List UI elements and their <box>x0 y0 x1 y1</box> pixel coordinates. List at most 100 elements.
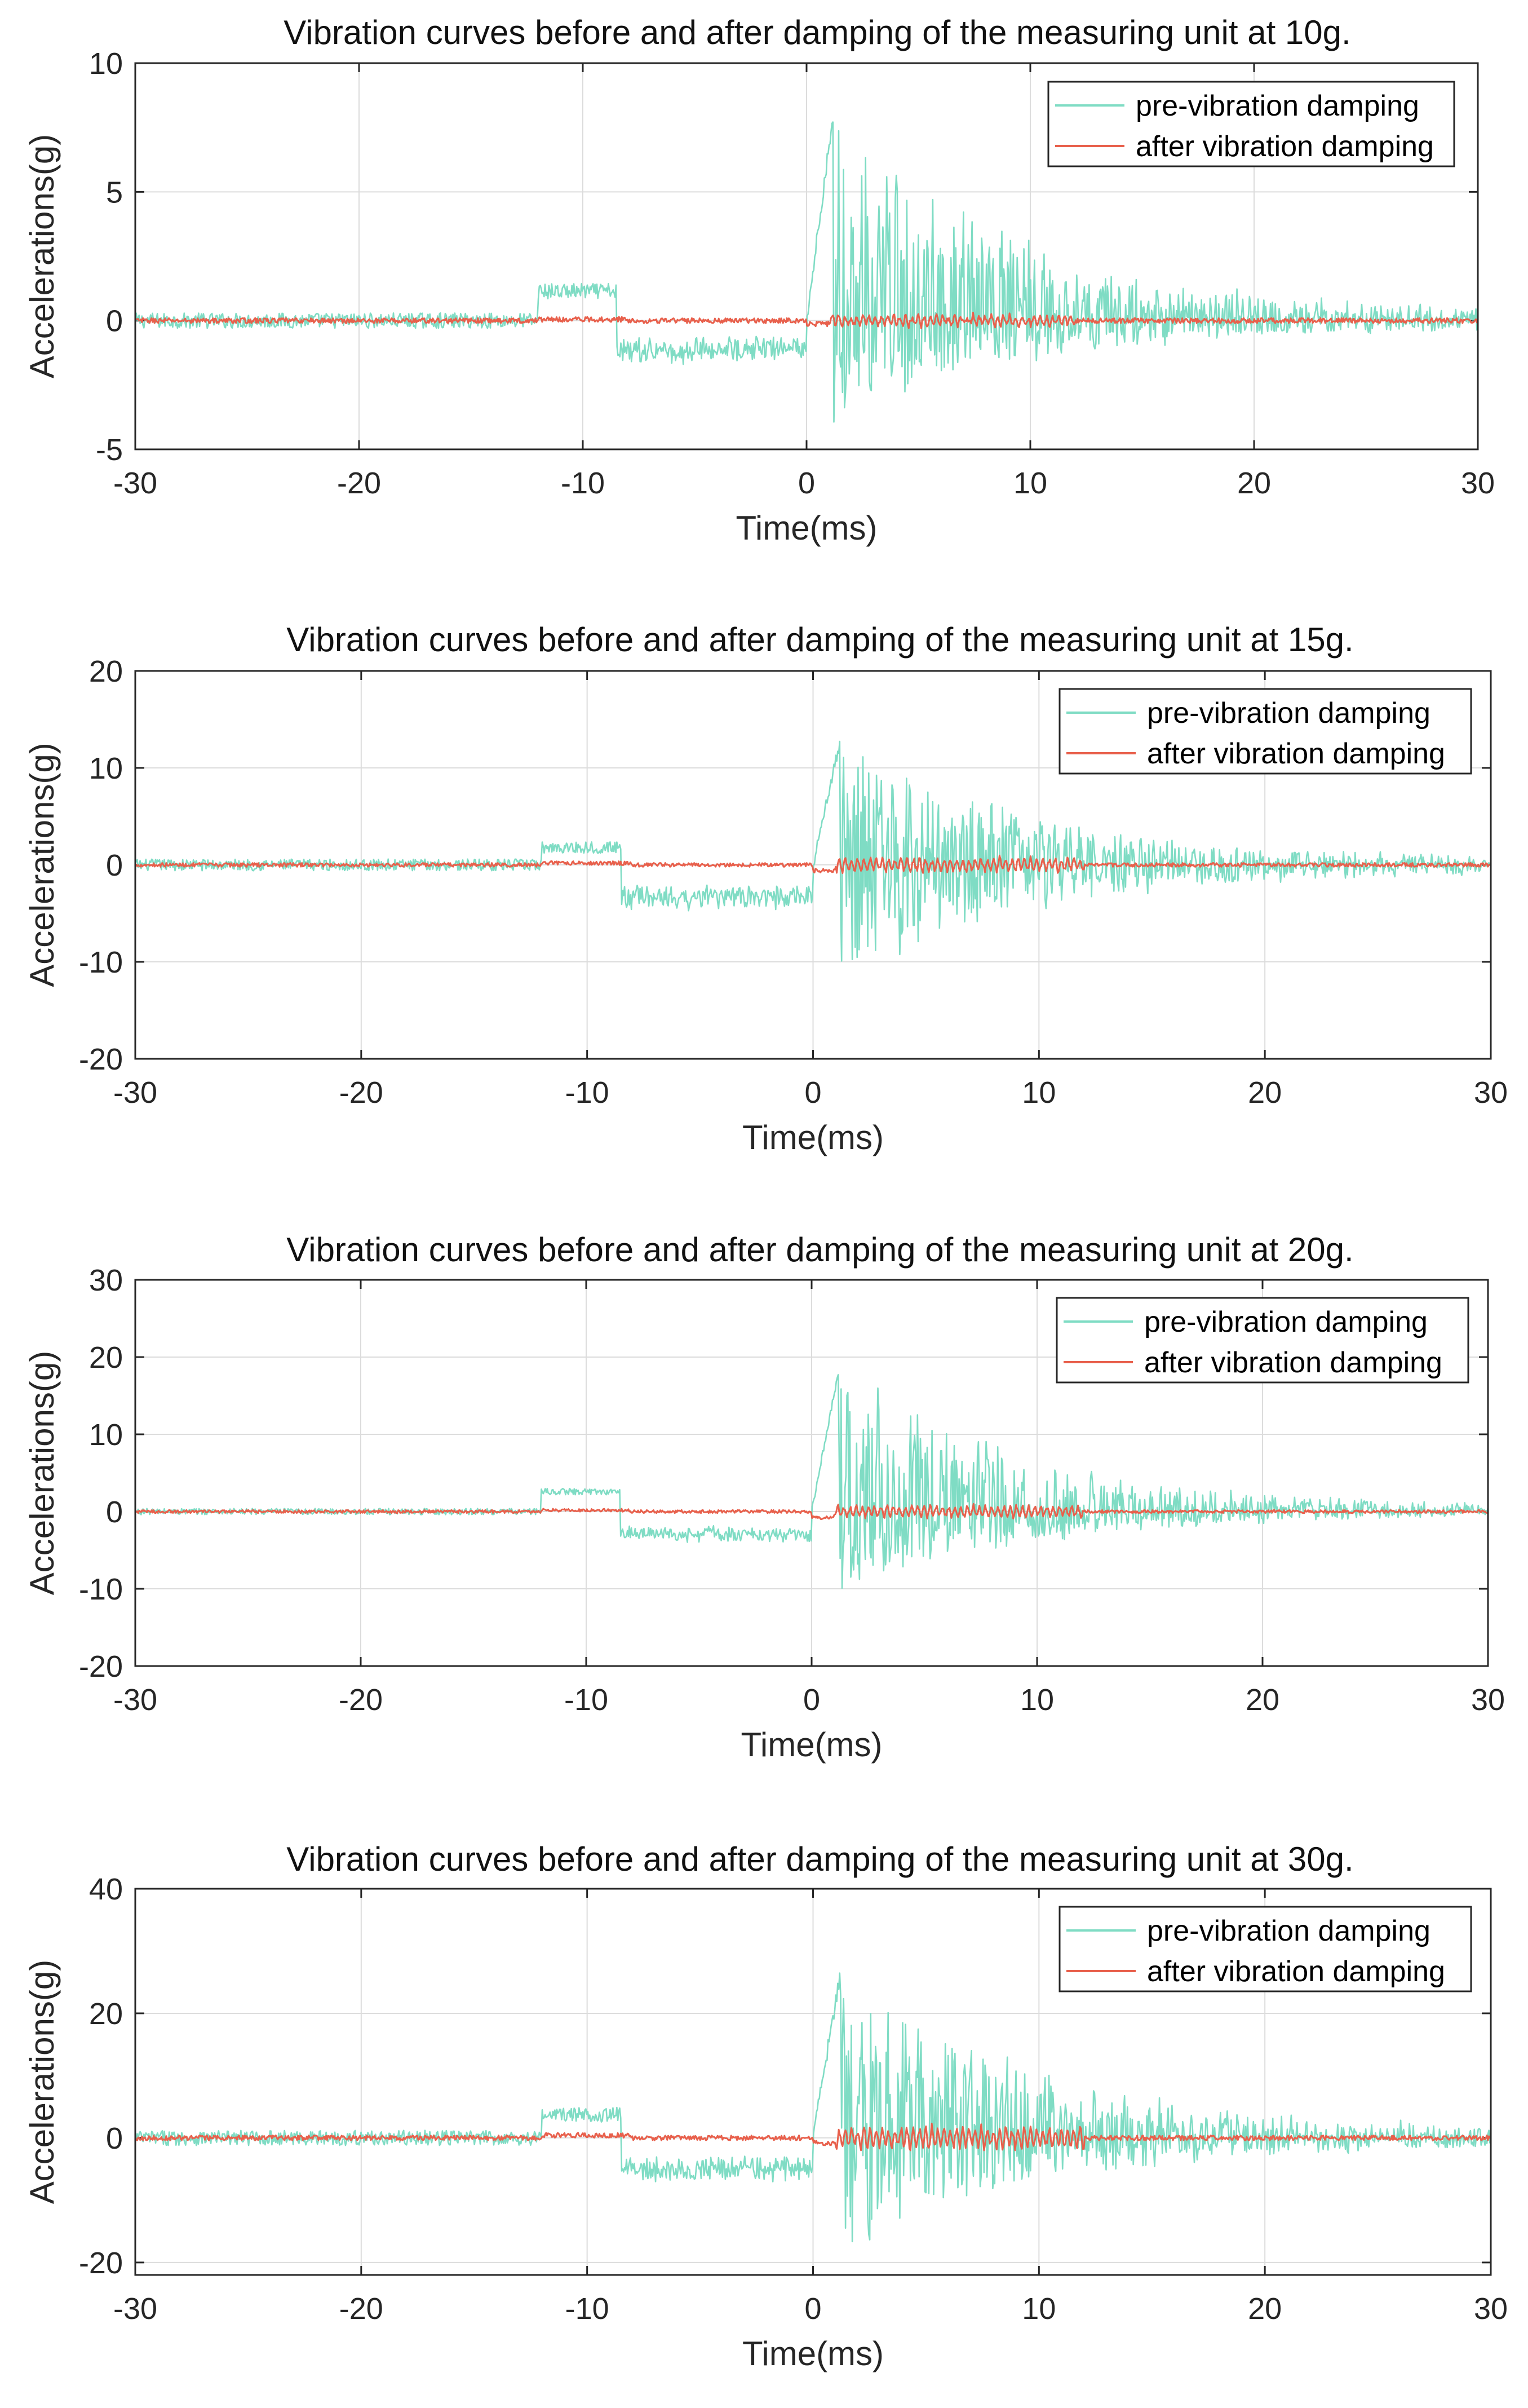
y-tick-label: 0 <box>106 849 123 882</box>
series-lines <box>134 121 1479 423</box>
y-tick-label: -20 <box>79 2246 123 2280</box>
y-tick-label: 10 <box>89 47 123 81</box>
x-tick-label: 20 <box>1248 1076 1282 1110</box>
y-axis-label: Accelerations(g) <box>23 134 61 379</box>
x-tick-label: 20 <box>1237 466 1271 500</box>
x-tick-label: 10 <box>1022 1076 1056 1110</box>
plot-frame <box>134 1279 1489 1667</box>
legend-box <box>1058 1906 1472 1992</box>
x-tick-label: 30 <box>1474 1076 1508 1110</box>
x-tick-label: -10 <box>565 2292 609 2326</box>
legend-label-pre: pre-vibration damping <box>1136 90 1419 122</box>
x-tick-label: -30 <box>113 2292 157 2326</box>
x-tick-labels: -30 -20 -10 0 10 20 30 <box>113 1076 1508 1110</box>
y-tick-label: 20 <box>89 655 123 688</box>
x-tick-label: -20 <box>339 2292 383 2326</box>
x-tick-label: 10 <box>1013 466 1047 500</box>
series-after-vibration-line <box>135 854 1491 874</box>
y-tick-label: 10 <box>89 1418 123 1452</box>
panel-15g: Vibration curves before and after dampin… <box>23 621 1508 1156</box>
x-tick-label: 0 <box>798 466 815 500</box>
plot-frame <box>134 62 1479 450</box>
legend-box <box>1058 688 1472 775</box>
x-tick-label: -10 <box>561 466 605 500</box>
x-tick-label: -20 <box>339 1683 383 1717</box>
y-tick-label: -10 <box>79 1572 123 1606</box>
y-tick-label: 10 <box>89 752 123 785</box>
legend-label-after: after vibration damping <box>1136 130 1434 163</box>
x-tick-label: -20 <box>337 466 381 500</box>
panel-10g: Vibration curves before and after dampin… <box>23 14 1495 547</box>
legend: pre-vibration damping after vibration da… <box>1056 1297 1469 1384</box>
y-axis-label: Accelerations(g) <box>23 1960 61 2204</box>
series-after-vibration-line <box>134 2122 1492 2151</box>
x-tick-label: -30 <box>113 466 157 500</box>
legend-label-pre: pre-vibration damping <box>1144 1306 1428 1338</box>
y-tick-labels: -20 -10 0 10 20 30 <box>79 1263 123 1684</box>
x-tick-label: 30 <box>1471 1683 1505 1717</box>
x-tick-label: 20 <box>1248 2292 1282 2326</box>
x-tick-labels: -30 -20 -10 0 10 20 30 <box>113 466 1495 500</box>
series-lines <box>134 1374 1489 1589</box>
series-pre-vibration-line <box>134 740 1491 962</box>
y-tick-label: -5 <box>96 433 123 467</box>
y-tick-label: -20 <box>79 1042 123 1076</box>
legend-label-after: after vibration damping <box>1147 737 1445 770</box>
x-tick-label: 0 <box>804 2292 821 2326</box>
series-lines <box>134 740 1491 962</box>
series-after-vibration-line <box>135 311 1479 329</box>
plot-frame <box>134 670 1492 1060</box>
chart-title: Vibration curves before and after dampin… <box>284 14 1350 51</box>
y-tick-label: 0 <box>106 1495 123 1529</box>
series-after-vibration-line <box>134 1503 1489 1521</box>
legend: pre-vibration damping after vibration da… <box>1058 1906 1472 1992</box>
series-lines <box>134 1972 1492 2243</box>
legend-box <box>1047 81 1455 167</box>
x-tick-label: 10 <box>1020 1683 1054 1717</box>
x-tick-label: 10 <box>1022 2292 1056 2326</box>
y-tick-label: 5 <box>106 175 123 209</box>
y-tick-label: 20 <box>89 1997 123 2031</box>
x-axis-label: Time(ms) <box>742 1119 884 1156</box>
y-tick-label: 30 <box>89 1263 123 1297</box>
x-axis-label: Time(ms) <box>736 509 877 547</box>
x-tick-label: 30 <box>1474 2292 1508 2326</box>
y-tick-label: -10 <box>79 945 123 979</box>
legend: pre-vibration damping after vibration da… <box>1058 688 1472 775</box>
y-tick-label: 40 <box>89 1872 123 1906</box>
x-tick-label: -10 <box>564 1683 608 1717</box>
y-tick-label: -20 <box>79 1650 123 1684</box>
y-axis-label: Accelerations(g) <box>23 743 61 987</box>
x-tick-labels: -30 -20 -10 0 10 20 30 <box>113 2292 1508 2326</box>
legend-label-pre: pre-vibration damping <box>1147 697 1430 730</box>
series-pre-vibration-line <box>134 121 1479 423</box>
x-tick-label: -20 <box>339 1076 383 1110</box>
legend: pre-vibration damping after vibration da… <box>1047 81 1455 167</box>
x-tick-labels: -30 -20 -10 0 10 20 30 <box>113 1683 1505 1717</box>
y-tick-label: 0 <box>106 2122 123 2155</box>
y-tick-label: 0 <box>106 304 123 338</box>
y-tick-labels: -5 0 5 10 <box>89 47 123 467</box>
y-tick-labels: -20 0 20 40 <box>79 1872 123 2280</box>
y-axis-label: Accelerations(g) <box>23 1351 61 1596</box>
chart-title: Vibration curves before and after dampin… <box>286 621 1353 659</box>
x-axis-label: Time(ms) <box>741 1726 882 1764</box>
plot-frame <box>134 1888 1492 2276</box>
panel-30g: Vibration curves before and after dampin… <box>23 1840 1508 2372</box>
x-axis-label: Time(ms) <box>742 2335 884 2372</box>
x-tick-label: -30 <box>113 1683 157 1717</box>
x-tick-label: 30 <box>1461 466 1495 500</box>
x-tick-label: -10 <box>565 1076 609 1110</box>
x-tick-label: 0 <box>804 1076 821 1110</box>
legend-label-after: after vibration damping <box>1147 1955 1445 1988</box>
y-tick-label: 20 <box>89 1341 123 1375</box>
x-tick-label: -30 <box>113 1076 157 1110</box>
x-tick-label: 20 <box>1246 1683 1279 1717</box>
legend-box <box>1056 1297 1469 1384</box>
chart-title: Vibration curves before and after dampin… <box>286 1840 1353 1878</box>
legend-label-pre: pre-vibration damping <box>1147 1915 1430 1947</box>
panel-20g: Vibration curves before and after dampin… <box>23 1231 1505 1764</box>
legend-label-after: after vibration damping <box>1144 1346 1442 1379</box>
x-tick-label: 0 <box>803 1683 820 1717</box>
